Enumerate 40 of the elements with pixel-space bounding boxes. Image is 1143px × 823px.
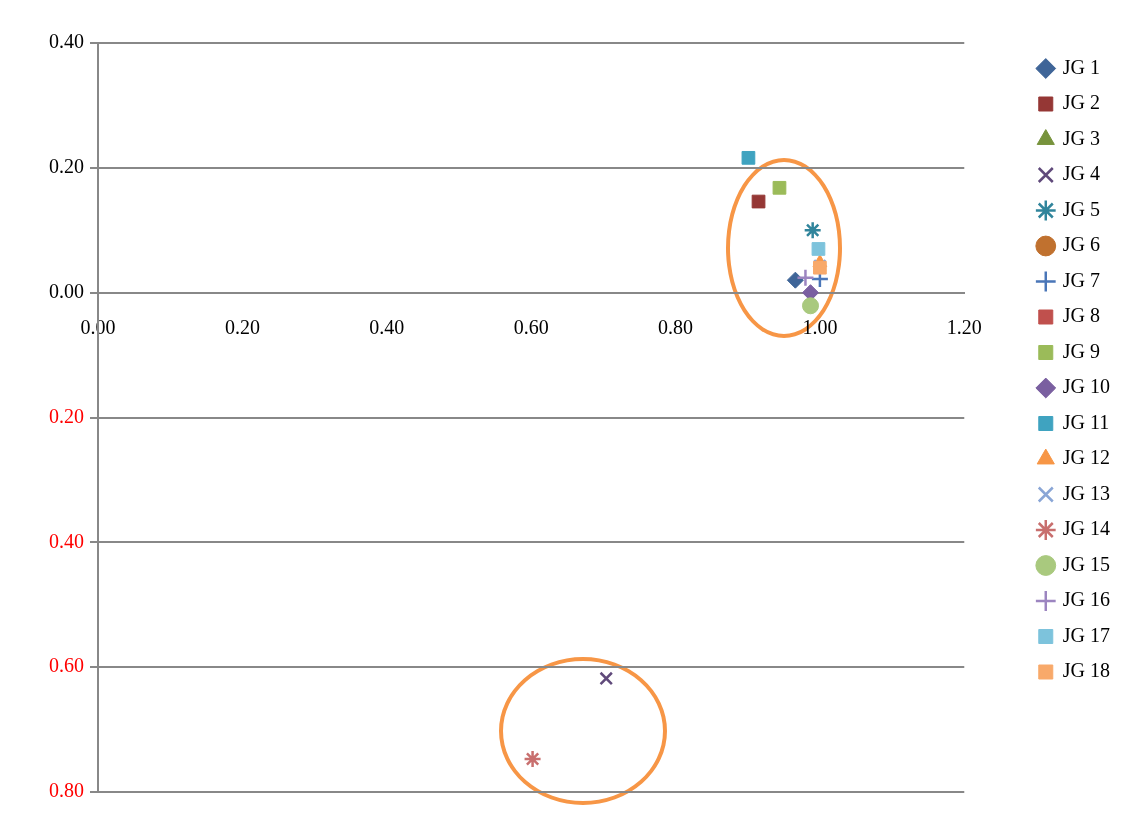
legend-label: JG 14 <box>1062 517 1111 540</box>
legend-label: JG 7 <box>1062 268 1101 291</box>
legend-label: JG 1 <box>1062 55 1101 78</box>
point <box>751 194 766 209</box>
legend-label: JG 9 <box>1062 339 1101 362</box>
legend-label: JG 16 <box>1062 588 1111 611</box>
y-tick-label: 0.20 <box>49 155 84 178</box>
x-tick-label: 0.60 <box>513 315 549 338</box>
y-tick-label: 0.00 <box>49 279 84 302</box>
legend-label: JG 8 <box>1062 304 1101 327</box>
legend-label: JG 12 <box>1062 446 1111 469</box>
y-tick-label: 0.20 <box>49 404 84 427</box>
legend-label: JG 15 <box>1062 552 1111 575</box>
legend-label: JG 4 <box>1062 162 1101 185</box>
y-tick-label: 0.80 <box>49 779 84 802</box>
y-tick-label: 0.60 <box>49 654 84 677</box>
x-tick-label: 0.40 <box>369 315 405 338</box>
legend-label: JG 17 <box>1062 623 1111 646</box>
y-tick-label: 0.40 <box>49 529 84 552</box>
legend-label: JG 2 <box>1062 91 1101 114</box>
legend-label: JG 6 <box>1062 233 1101 256</box>
legend-label: JG 10 <box>1062 375 1111 398</box>
point <box>796 268 815 287</box>
point <box>599 671 614 686</box>
x-tick-label: 0.20 <box>224 315 260 338</box>
point <box>803 221 822 240</box>
point <box>772 180 787 195</box>
point <box>802 297 820 315</box>
legend-label: JG 18 <box>1062 659 1111 682</box>
legend-label: JG 3 <box>1062 126 1101 149</box>
legend-label: JG 5 <box>1062 197 1101 220</box>
point <box>741 150 756 165</box>
legend-label: JG 13 <box>1062 481 1111 504</box>
y-tick-label: 0.40 <box>49 30 84 53</box>
point <box>523 749 542 769</box>
point <box>811 242 826 256</box>
point <box>786 271 804 289</box>
legend-label: JG 11 <box>1062 410 1110 433</box>
x-tick-label: 1.20 <box>946 315 982 338</box>
x-tick-label: 0.80 <box>658 315 694 338</box>
